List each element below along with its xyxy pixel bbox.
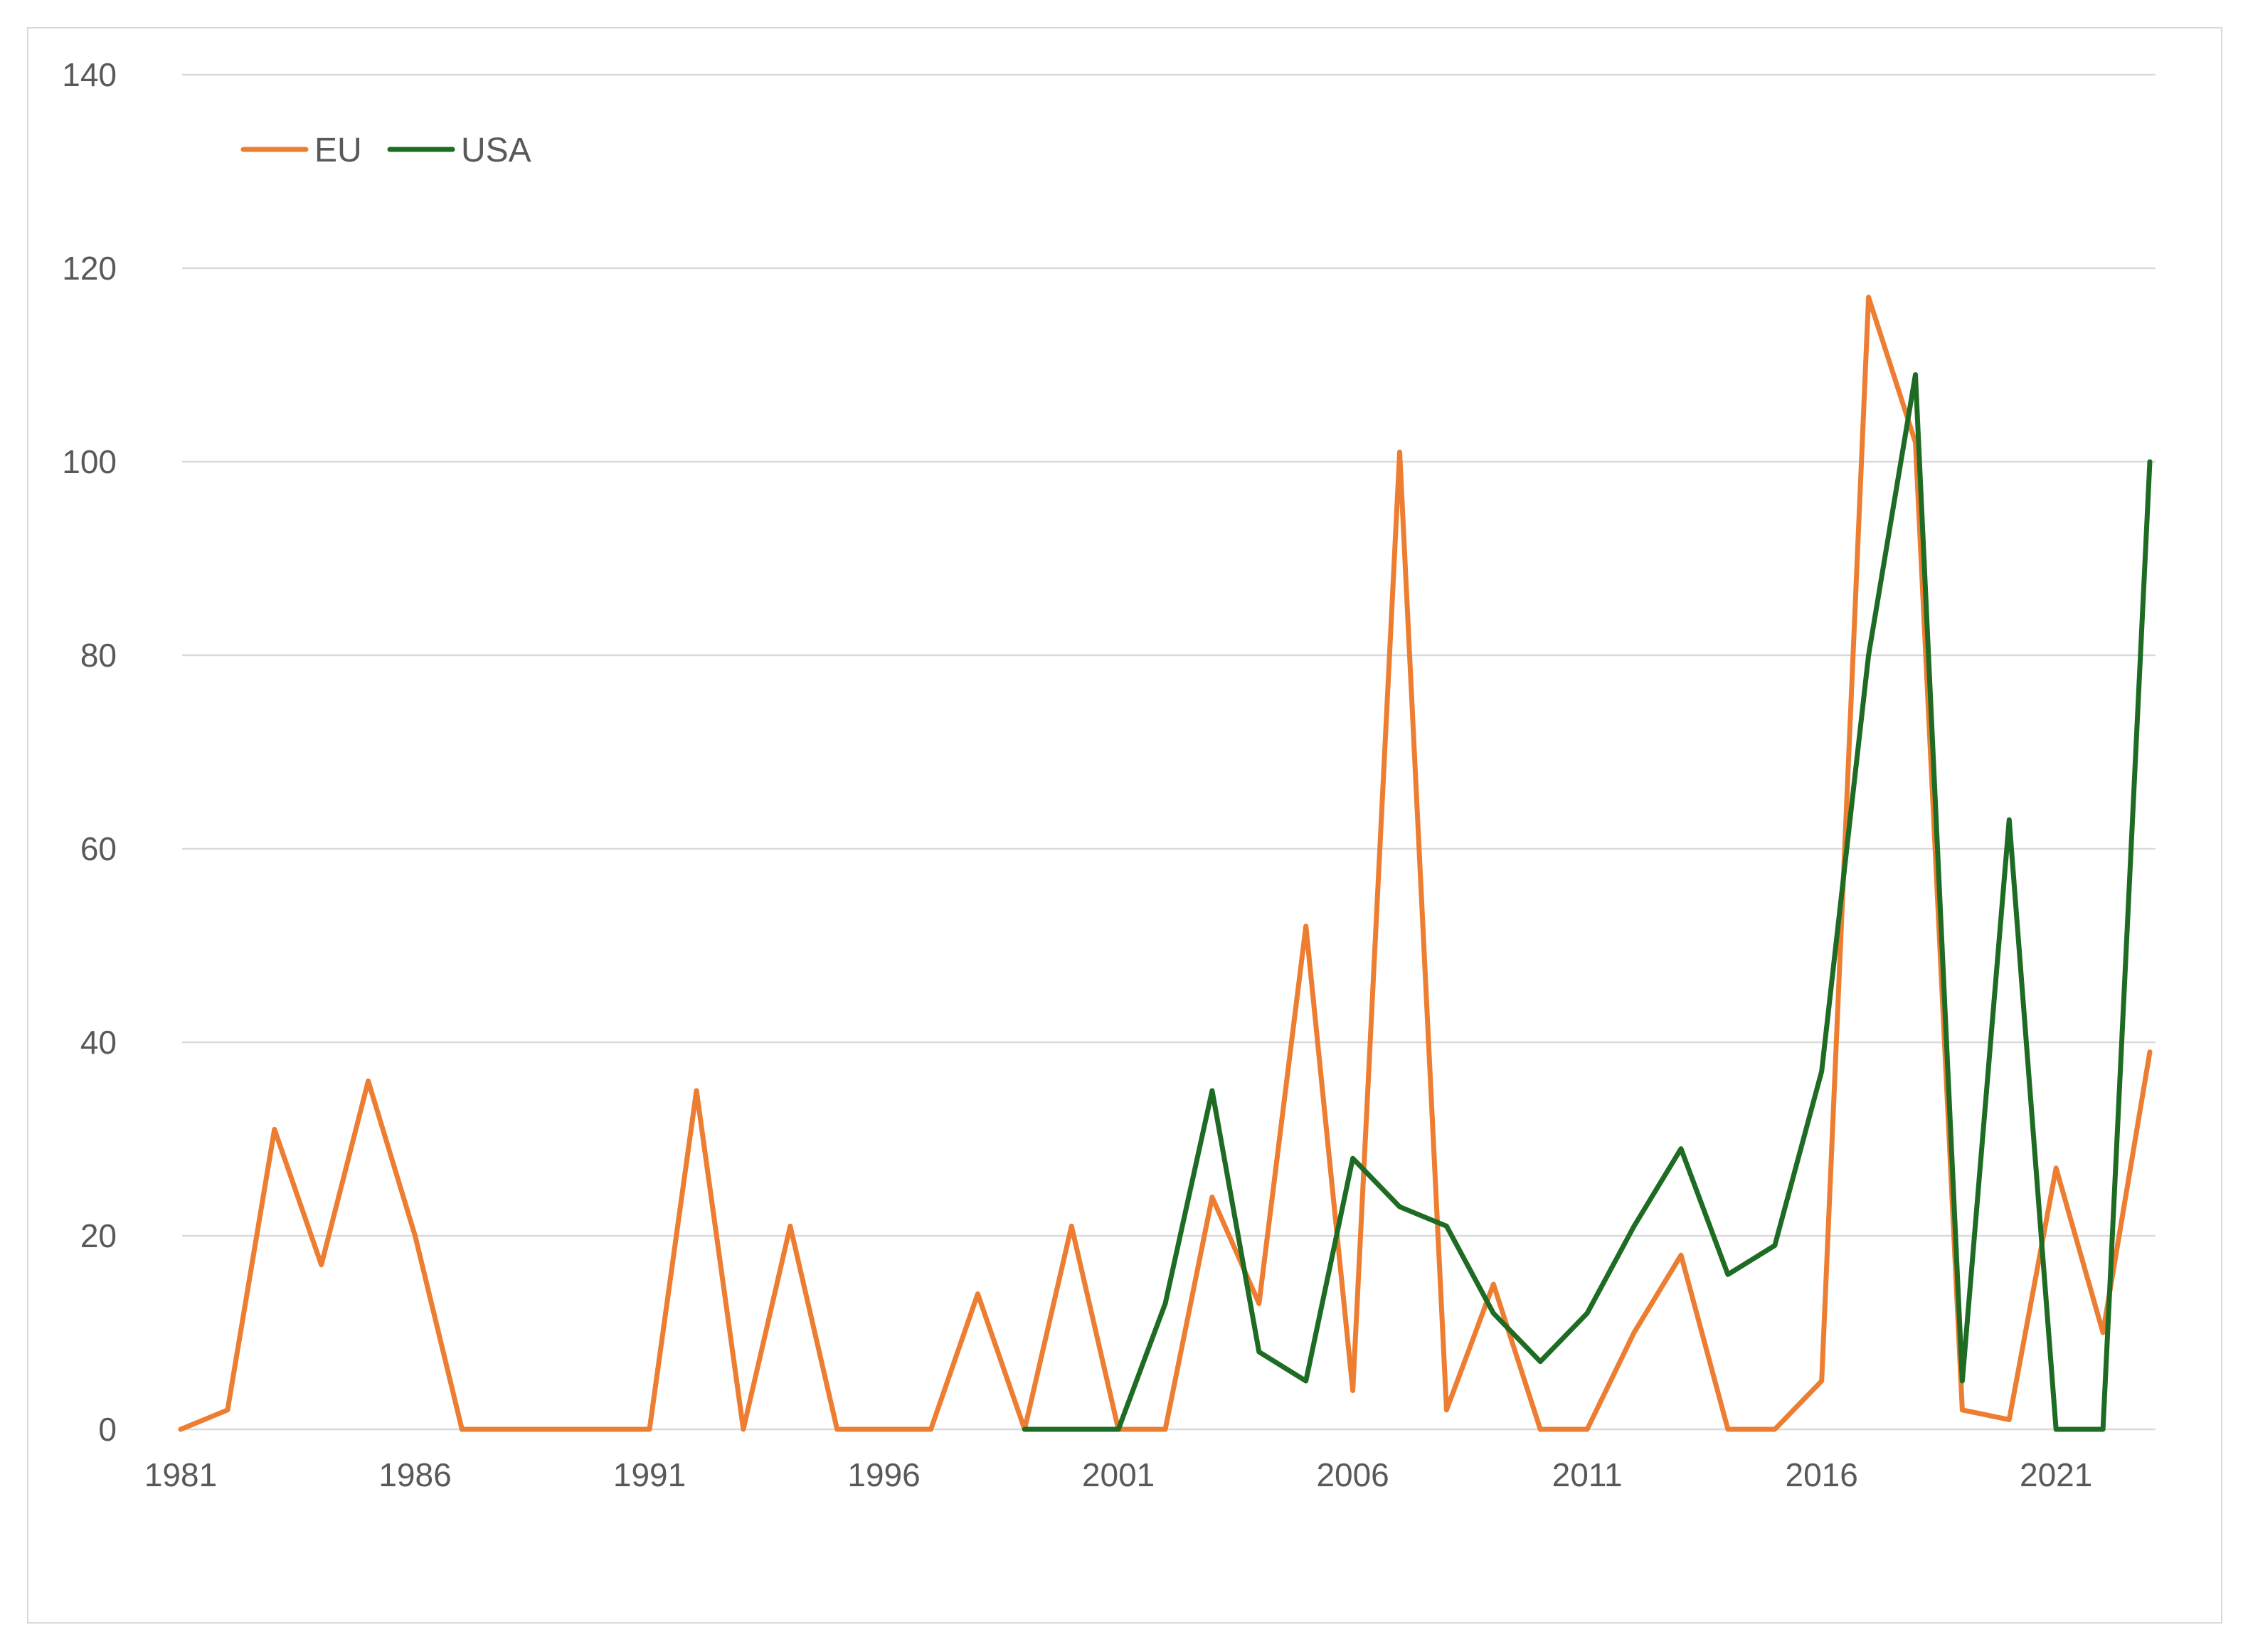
y-tick-label: 0: [98, 1411, 117, 1448]
gridlines: [182, 73, 2156, 1431]
y-tick-label: 60: [80, 830, 117, 867]
x-tick-label: 2011: [1552, 1456, 1623, 1493]
y-tick-label: 100: [62, 443, 117, 480]
series-lines: [178, 295, 2153, 1432]
x-tick-label: 2021: [2020, 1456, 2092, 1493]
series-line-eu: [178, 295, 2153, 1432]
y-tick-label: 140: [62, 56, 117, 93]
x-tick-label: 1991: [613, 1456, 686, 1493]
legend-label-usa: USA: [461, 132, 531, 169]
x-tick-label: 1996: [847, 1456, 920, 1493]
y-tick-label: 20: [80, 1217, 117, 1254]
y-tick-label: 120: [62, 250, 117, 287]
x-tick-label: 2006: [1316, 1456, 1389, 1493]
line-chart: 0 20 40 60 80 100 120 140 1981 1986 1991 1996 2001 2…: [62, 56, 2156, 1493]
x-tick-label: 2016: [1785, 1456, 1857, 1493]
y-tick-label: 40: [80, 1024, 117, 1061]
series-line-usa: [1022, 372, 2153, 1432]
x-axis-ticks: 1981 1986 1991 1996 2001 2006 2011 2016 2021: [144, 1456, 2093, 1493]
x-tick-label: 1981: [144, 1456, 217, 1493]
x-tick-label: 1986: [378, 1456, 451, 1493]
x-tick-label: 2001: [1082, 1456, 1155, 1493]
legend: EU USA: [240, 132, 531, 169]
y-axis-ticks: 0 20 40 60 80 100 120 140: [62, 56, 117, 1448]
chart-frame: 0 20 40 60 80 100 120 140 1981 1986 1991 1996 2001 2…: [27, 27, 2222, 1624]
y-tick-label: 80: [80, 637, 117, 674]
legend-label-eu: EU: [314, 132, 362, 169]
